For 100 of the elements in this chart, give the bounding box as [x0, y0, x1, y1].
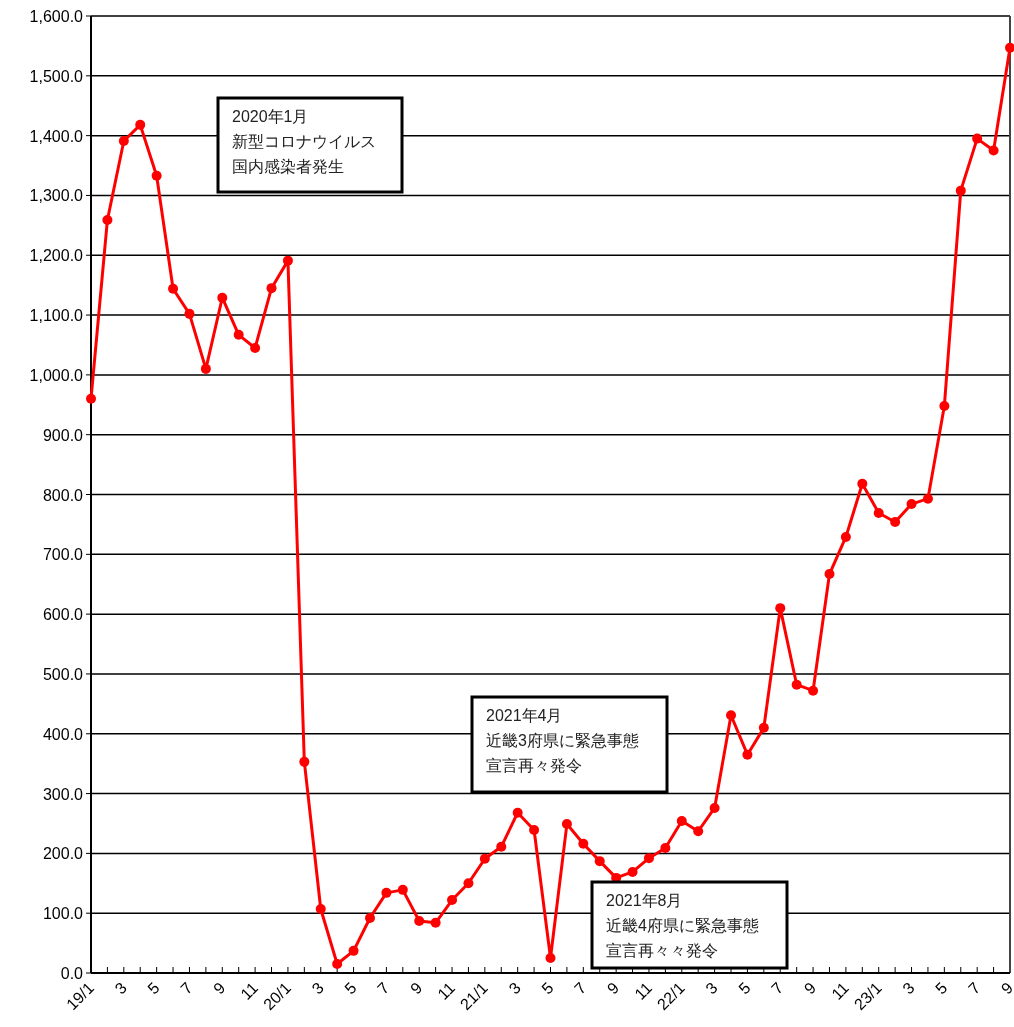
point: [972, 133, 983, 144]
x-tick-label: 23/1: [850, 979, 885, 1014]
y-tick-label: 1,000.0: [29, 366, 84, 384]
point: [742, 749, 753, 760]
point: [512, 807, 523, 818]
point: [299, 756, 310, 767]
point: [578, 838, 589, 849]
x-tick-label: 3: [702, 979, 721, 998]
point: [135, 119, 146, 130]
point: [627, 866, 638, 877]
y-tick-label: 500.0: [42, 665, 84, 683]
y-tick-label: 600.0: [42, 606, 84, 624]
point: [676, 816, 687, 827]
point: [282, 255, 293, 266]
x-tick-label: 5: [341, 979, 360, 998]
point: [857, 478, 868, 489]
y-tick-label: 1,100.0: [29, 307, 84, 325]
x-tick-label: 9: [997, 979, 1014, 998]
x-tick-label: 11: [631, 979, 656, 1003]
point: [381, 887, 392, 898]
point: [873, 508, 884, 519]
point: [545, 953, 556, 964]
point: [693, 826, 704, 837]
point: [250, 342, 261, 353]
y-tick-label: 1,300.0: [29, 187, 84, 205]
point: [233, 329, 244, 340]
y-tick-label: 0.0: [60, 965, 84, 982]
x-tick-label: 21/1: [456, 979, 492, 1014]
x-tick-label: 9: [210, 979, 229, 998]
y-tick-label: 1,200.0: [29, 247, 84, 265]
annotation: 新型コロナウイルス: [232, 133, 376, 150]
point: [118, 136, 129, 147]
point: [529, 825, 540, 836]
point: [348, 945, 359, 956]
annotation: 2020年1月: [232, 108, 309, 125]
x-tick-label: 22/1: [653, 979, 688, 1014]
point: [1005, 42, 1014, 53]
point: [102, 214, 113, 225]
point: [447, 895, 458, 906]
annotation: 近畿3府県に緊急事態: [486, 732, 639, 749]
point: [890, 517, 901, 528]
x-tick-label: 3: [899, 979, 918, 998]
point: [479, 853, 490, 864]
y-tick-label: 1,600.0: [29, 8, 84, 25]
point: [594, 856, 605, 867]
point: [561, 819, 572, 830]
annotation: 宣言再々々発令: [606, 942, 718, 959]
point: [332, 959, 343, 970]
annotation: 宣言再々発令: [486, 757, 582, 774]
point: [397, 884, 408, 895]
y-tick-label: 900.0: [42, 426, 84, 444]
point: [726, 710, 737, 721]
point: [184, 308, 195, 319]
point: [463, 878, 474, 889]
point: [266, 283, 277, 294]
x-tick-label: 7: [374, 979, 393, 998]
x-tick-label: 7: [571, 979, 590, 998]
y-tick-label: 300.0: [42, 785, 84, 803]
point: [922, 493, 933, 504]
x-tick-label: 11: [434, 979, 459, 1003]
x-tick-label: 9: [407, 979, 426, 998]
point: [151, 170, 162, 181]
point: [939, 400, 950, 411]
point: [808, 685, 819, 696]
x-tick-label: 20/1: [260, 979, 295, 1014]
point: [955, 185, 966, 196]
point: [414, 915, 425, 926]
annotation: 2021年4月: [486, 707, 563, 724]
x-tick-label: 9: [800, 979, 820, 998]
x-tick-label: 5: [538, 979, 557, 998]
x-tick-label: 3: [111, 979, 131, 998]
y-tick-label: 700.0: [42, 546, 84, 564]
x-tick-label: 7: [768, 979, 787, 998]
annotation: 2021年8月: [606, 892, 683, 909]
point: [217, 292, 228, 303]
point: [496, 841, 507, 852]
point: [775, 603, 786, 614]
annotation: 近畿4府県に緊急事態: [606, 917, 759, 934]
x-tick-label: 7: [964, 979, 984, 998]
x-tick-label: 3: [308, 979, 327, 998]
point: [824, 569, 835, 580]
x-tick-label: 19/1: [63, 979, 98, 1014]
y-tick-label: 400.0: [42, 725, 84, 743]
x-tick-label: 5: [735, 979, 754, 998]
y-tick-label: 200.0: [42, 845, 84, 863]
y-tick-label: 1,400.0: [29, 127, 84, 145]
x-tick-label: 5: [932, 979, 951, 998]
point: [660, 842, 671, 853]
x-tick-label: 5: [144, 979, 163, 998]
x-tick-label: 11: [237, 979, 262, 1003]
x-tick-label: 3: [505, 979, 524, 998]
point: [709, 802, 720, 813]
point: [643, 853, 654, 864]
y-tick-label: 800.0: [42, 486, 84, 504]
x-tick-label: 11: [828, 979, 853, 1003]
point: [315, 904, 326, 914]
y-tick-label: 1,500.0: [29, 67, 84, 85]
point: [758, 722, 769, 733]
point: [86, 393, 96, 404]
point: [988, 145, 999, 156]
